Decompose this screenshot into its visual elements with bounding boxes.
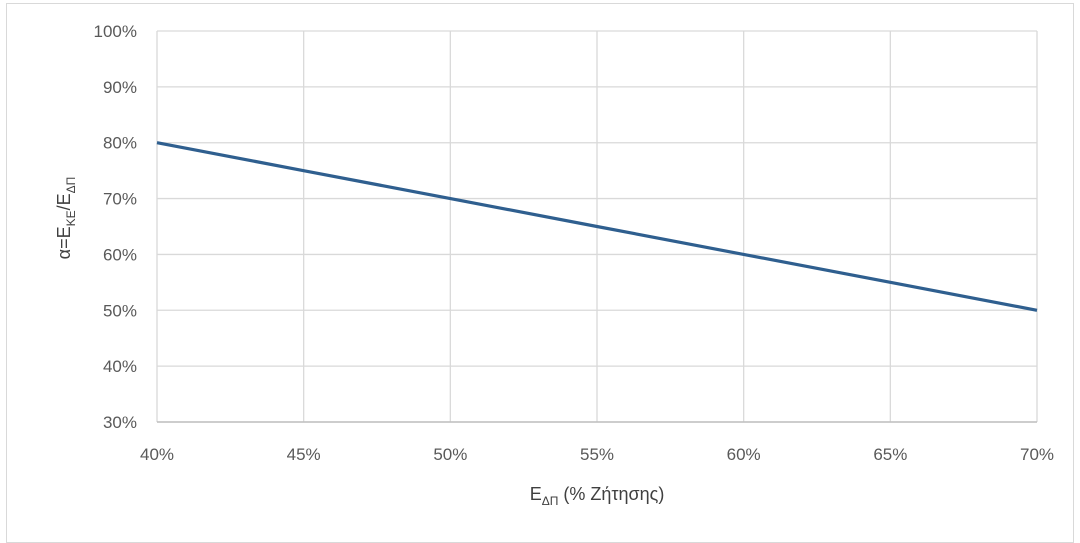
x-axis-title-sub: ΔΠ (542, 494, 559, 508)
x-tick-label: 65% (873, 445, 907, 464)
y-tick-label: 80% (103, 134, 137, 153)
x-tick-label: 45% (287, 445, 321, 464)
y-tick-label: 40% (103, 357, 137, 376)
y-tick-label: 30% (103, 413, 137, 432)
y-axis-title-mid: /E (54, 193, 74, 210)
x-tick-labels: 40% 45% 50% 55% 60% 65% 70% (140, 445, 1054, 464)
x-axis-title-main: E (530, 484, 542, 504)
x-tick-label: 55% (580, 445, 614, 464)
x-tick-label: 60% (727, 445, 761, 464)
y-tick-label: 100% (94, 22, 137, 41)
y-tick-label: 70% (103, 190, 137, 209)
y-tick-label: 90% (103, 78, 137, 97)
x-tick-label: 50% (433, 445, 467, 464)
x-tick-label: 70% (1020, 445, 1054, 464)
x-tick-label: 40% (140, 445, 174, 464)
y-axis-title-sub1: ΚΕ (64, 210, 78, 226)
x-axis-title: EΔΠ (% Ζήτησης) (530, 484, 665, 508)
y-tick-label: 50% (103, 301, 137, 320)
y-tick-label: 60% (103, 245, 137, 264)
series-line (156, 141, 1038, 312)
y-axis-title-prefix: α=E (54, 226, 74, 259)
y-axis-title: α=EΚΕ/EΔΠ (54, 177, 78, 260)
x-axis-title-suffix: (% Ζήτησης) (558, 484, 664, 504)
series-layer (156, 141, 1038, 312)
chart-frame (6, 3, 1074, 543)
y-axis-title-sub2: ΔΠ (64, 177, 78, 194)
y-tick-labels: 30% 40% 50% 60% 70% 80% 90% 100% (94, 22, 137, 432)
